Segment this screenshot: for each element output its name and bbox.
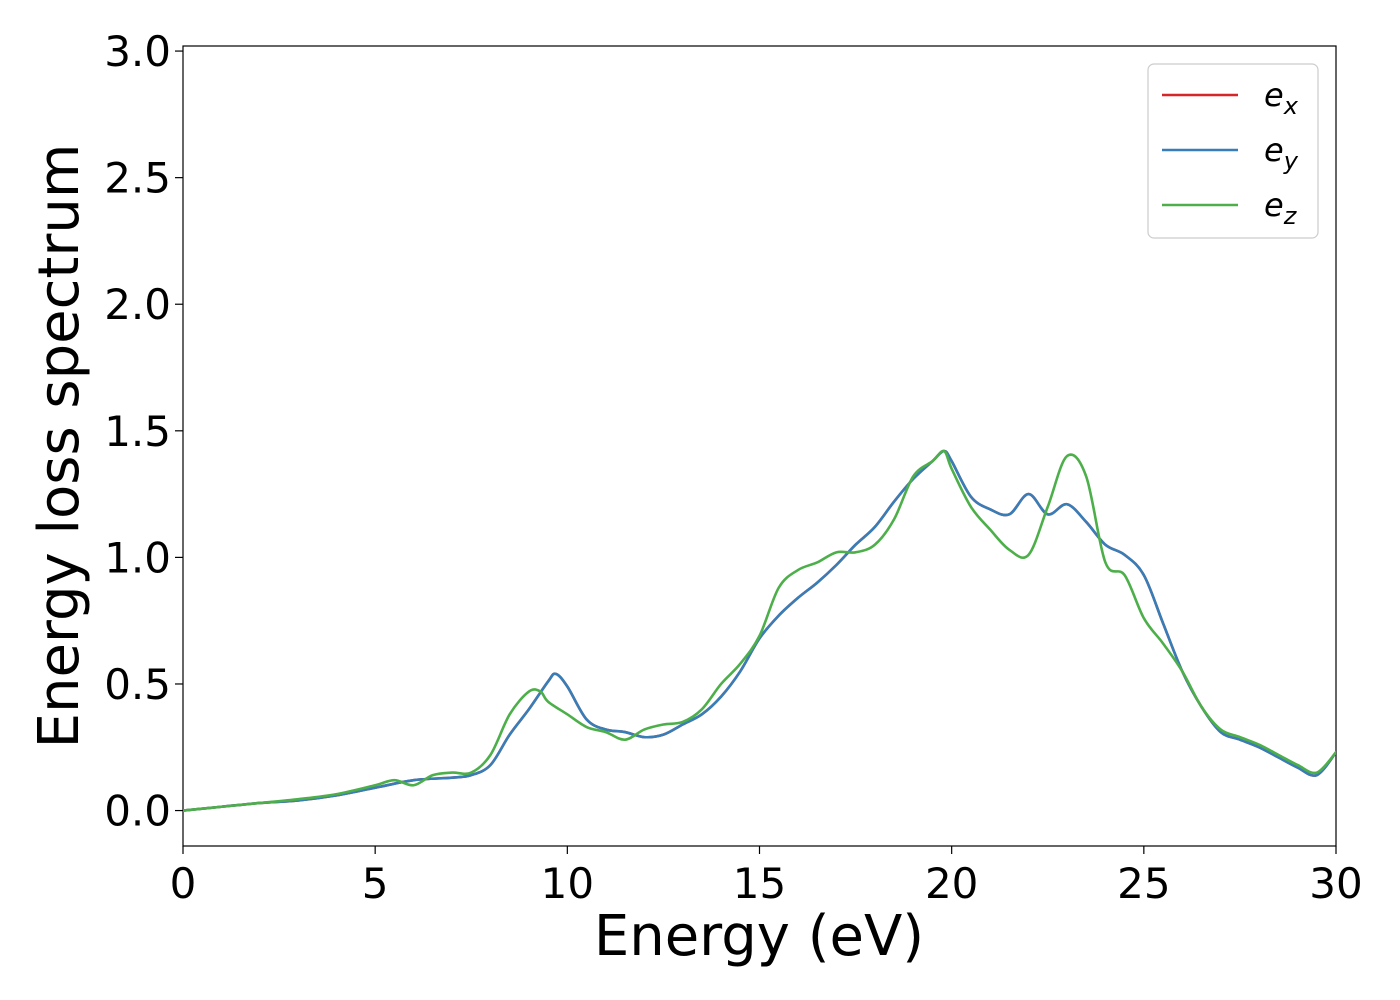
series-layer — [183, 449, 1336, 812]
series-line-ey — [183, 449, 1336, 812]
y-tick-label: 2.5 — [104, 154, 171, 203]
x-tick-label: 30 — [1309, 859, 1362, 908]
legend-label-ex: ex — [1264, 76, 1299, 120]
y-axis-label: Energy loss spectrum — [27, 144, 92, 749]
series-line-ez — [183, 449, 1336, 812]
y-tick-label: 0.0 — [104, 787, 171, 836]
legend: ex ey ez — [1147, 63, 1319, 239]
x-tick-label: 20 — [925, 859, 978, 908]
x-tick-label: 15 — [733, 859, 786, 908]
y-tick-label: 1.5 — [104, 407, 171, 456]
legend-label-ey: ey — [1264, 131, 1299, 175]
x-tick-label: 0 — [170, 859, 197, 908]
legend-label-ez: ez — [1264, 186, 1298, 230]
x-tick-label: 25 — [1117, 859, 1170, 908]
x-axis-ticks: 0 5 10 15 20 25 30 — [170, 846, 1363, 908]
plot-area — [182, 45, 1337, 847]
y-axis-ticks: 0.0 0.5 1.0 1.5 2.0 2.5 3.0 — [104, 27, 183, 836]
x-tick-label: 5 — [362, 859, 389, 908]
y-tick-label: 3.0 — [104, 27, 171, 76]
y-tick-label: 1.0 — [104, 533, 171, 582]
y-tick-label: 0.5 — [104, 660, 171, 709]
x-axis-label: Energy (eV) — [594, 904, 924, 969]
y-tick-label: 2.0 — [104, 280, 171, 329]
x-tick-label: 10 — [541, 859, 594, 908]
